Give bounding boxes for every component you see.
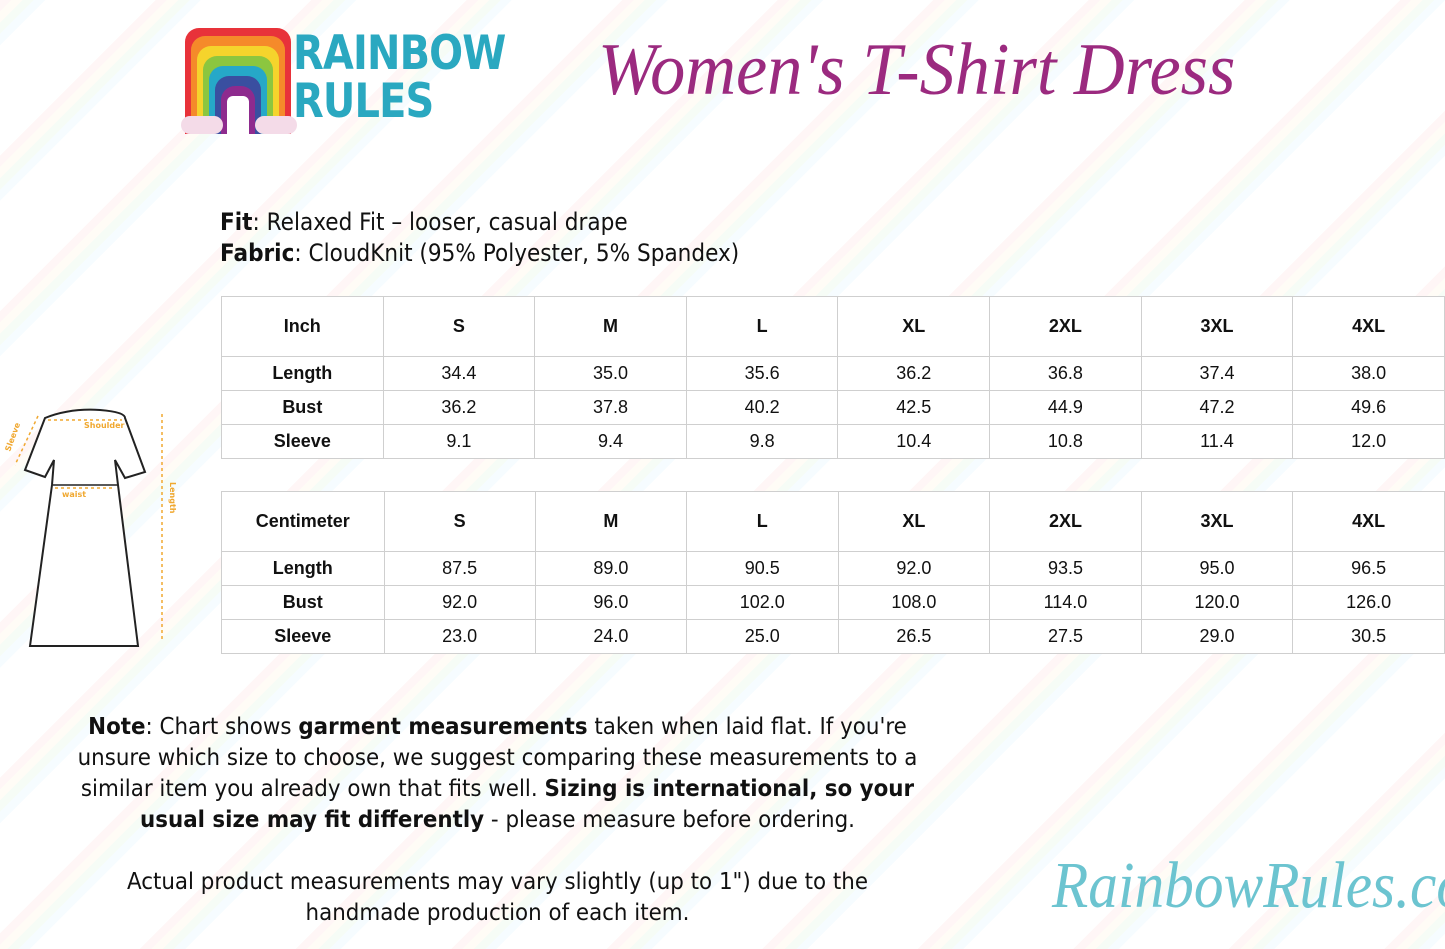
cell: 120.0 xyxy=(1140,585,1294,620)
page-title: Women's T-Shirt Dress xyxy=(598,29,1236,111)
website-logo: RainbowRules.com xyxy=(1052,849,1445,922)
rainbow-logo-icon xyxy=(181,28,297,134)
size-header: XL xyxy=(837,296,991,357)
cell: 40.2 xyxy=(685,390,839,425)
table-row: Length 34.4 35.0 35.6 36.2 36.8 37.4 38.0 xyxy=(221,356,1445,391)
disclaimer: Actual product measurements may vary sli… xyxy=(126,869,869,926)
unit-header: Inch xyxy=(221,296,384,357)
size-header: 3XL xyxy=(1140,296,1294,357)
cell: 9.4 xyxy=(534,424,687,459)
row-label: Length xyxy=(221,356,384,391)
cell: 30.5 xyxy=(1292,619,1445,654)
row-label: Length xyxy=(221,551,385,586)
sleeve-label: Sleeve xyxy=(3,421,22,453)
cell: 96.0 xyxy=(534,585,688,620)
size-header: 4XL xyxy=(1292,296,1445,357)
size-header: XL xyxy=(837,491,991,552)
cell: 27.5 xyxy=(989,619,1142,654)
measurement-note: Note: Chart shows garment measurements t… xyxy=(77,714,918,833)
table-header-row: Centimeter S M L XL 2XL 3XL 4XL xyxy=(221,491,1445,552)
table-row: Sleeve 9.1 9.4 9.8 10.4 10.8 11.4 12.0 xyxy=(221,424,1445,459)
size-header: 2XL xyxy=(989,491,1142,552)
row-label: Bust xyxy=(221,585,385,620)
cell: 25.0 xyxy=(686,619,839,654)
cell: 26.5 xyxy=(837,619,991,654)
cell: 102.0 xyxy=(686,585,839,620)
cell: 23.0 xyxy=(383,619,536,654)
logo-text: RAINBOW RULES xyxy=(293,26,506,129)
table-row: Bust 92.0 96.0 102.0 108.0 114.0 120.0 126.0 xyxy=(221,585,1445,620)
cell: 36.8 xyxy=(989,356,1142,391)
cell: 35.6 xyxy=(685,356,839,391)
size-header: S xyxy=(382,296,536,357)
cell: 24.0 xyxy=(534,619,688,654)
table-row: Bust 36.2 37.8 40.2 42.5 44.9 47.2 49.6 xyxy=(221,390,1445,425)
row-label: Sleeve xyxy=(221,619,385,654)
cell: 12.0 xyxy=(1292,424,1445,459)
cell: 36.2 xyxy=(837,356,991,391)
size-table-centimeter: Centimeter S M L XL 2XL 3XL 4XL Length 87.5 89.0… xyxy=(221,491,1445,654)
cell: 126.0 xyxy=(1292,585,1445,620)
size-header: 3XL xyxy=(1140,491,1294,552)
cell: 29.0 xyxy=(1140,619,1294,654)
cell: 49.6 xyxy=(1292,390,1445,425)
size-table-inch: Inch S M L XL 2XL 3XL 4XL Length 34.4 35.0 35.6 36… xyxy=(221,296,1445,459)
shoulder-label: Shoulder xyxy=(84,421,125,430)
cell: 37.8 xyxy=(534,390,687,425)
cell: 10.8 xyxy=(989,424,1142,459)
size-header: 2XL xyxy=(989,296,1142,357)
size-header: 4XL xyxy=(1292,491,1445,552)
cell: 89.0 xyxy=(534,551,688,586)
cell: 108.0 xyxy=(837,585,991,620)
brand-logo: RAINBOW RULES xyxy=(181,28,506,136)
row-label: Sleeve xyxy=(221,424,384,459)
size-header: L xyxy=(686,491,839,552)
cell: 47.2 xyxy=(1140,390,1294,425)
cell: 36.2 xyxy=(382,390,536,425)
waist-label: waist xyxy=(62,490,86,499)
cell: 44.9 xyxy=(989,390,1142,425)
size-header: M xyxy=(534,296,687,357)
cell: 93.5 xyxy=(989,551,1142,586)
size-header: M xyxy=(534,491,688,552)
length-label: Length xyxy=(168,482,177,514)
cell: 95.0 xyxy=(1140,551,1294,586)
table-row: Sleeve 23.0 24.0 25.0 26.5 27.5 29.0 30.5 xyxy=(221,619,1445,654)
cell: 87.5 xyxy=(383,551,536,586)
cell: 35.0 xyxy=(534,356,687,391)
cell: 34.4 xyxy=(382,356,536,391)
cell: 9.1 xyxy=(382,424,536,459)
table-row: Length 87.5 89.0 90.5 92.0 93.5 95.0 96.5 xyxy=(221,551,1445,586)
cell: 96.5 xyxy=(1292,551,1445,586)
dress-diagram: Shoulder waist Sleeve Length xyxy=(3,408,177,647)
cell: 114.0 xyxy=(989,585,1142,620)
fabric-line: Fabric: CloudKnit (95% Polyester, 5% Spa… xyxy=(220,239,740,267)
cell: 92.0 xyxy=(383,585,536,620)
fit-line: Fit: Relaxed Fit – looser, casual drape xyxy=(220,208,628,236)
table-header-row: Inch S M L XL 2XL 3XL 4XL xyxy=(221,296,1445,357)
cell: 90.5 xyxy=(686,551,839,586)
size-header: L xyxy=(685,296,839,357)
cell: 38.0 xyxy=(1292,356,1445,391)
cell: 10.4 xyxy=(837,424,991,459)
product-specs: Fit: Relaxed Fit – looser, casual drape … xyxy=(220,207,739,269)
unit-header: Centimeter xyxy=(221,491,385,552)
cell: 37.4 xyxy=(1140,356,1294,391)
cell: 42.5 xyxy=(837,390,991,425)
cell: 92.0 xyxy=(837,551,991,586)
row-label: Bust xyxy=(221,390,384,425)
size-header: S xyxy=(383,491,536,552)
cell: 11.4 xyxy=(1140,424,1294,459)
cell: 9.8 xyxy=(685,424,839,459)
